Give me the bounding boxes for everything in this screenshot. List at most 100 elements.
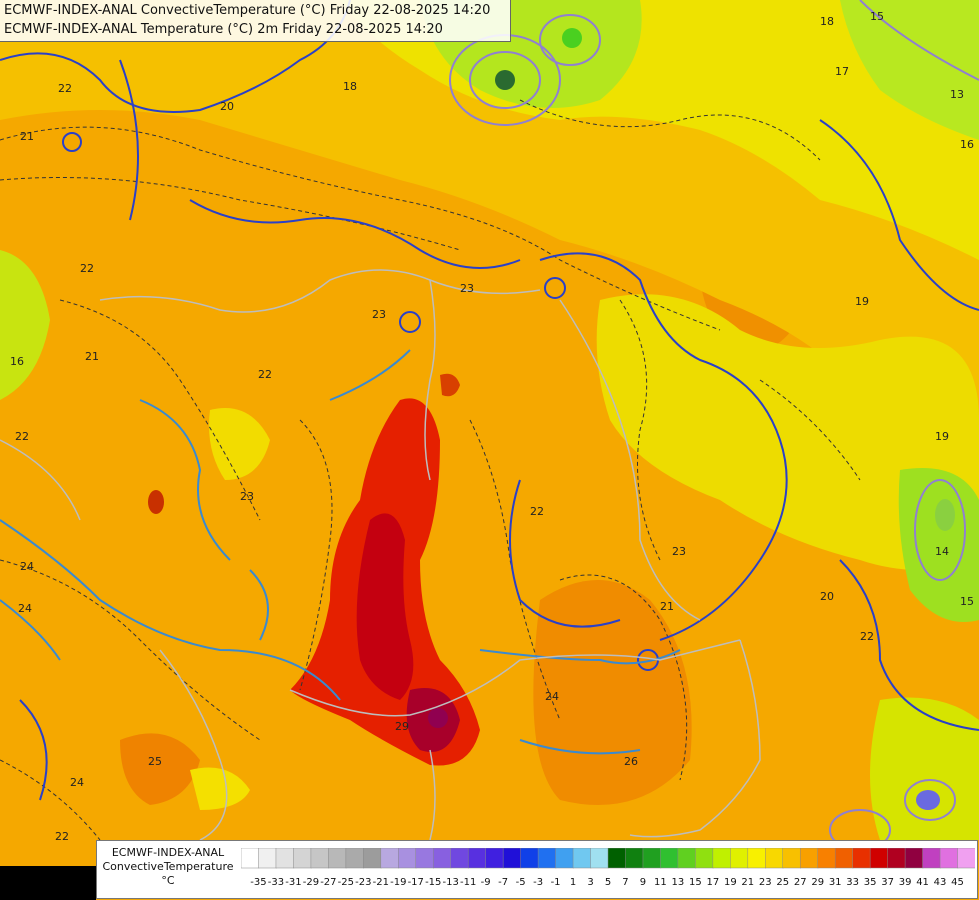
legend-tick: -19 — [390, 877, 407, 888]
label-16a: 16 — [960, 138, 974, 151]
legend-swatch — [345, 848, 365, 869]
legend-tick: 35 — [863, 877, 877, 888]
legend-swatch — [799, 848, 819, 869]
magenta-spot — [428, 708, 448, 728]
green-spot — [495, 70, 515, 90]
label-22d: 22 — [15, 430, 29, 443]
legend-tick: -9 — [480, 877, 491, 888]
label-24d: 24 — [545, 690, 559, 703]
label-18a: 18 — [343, 80, 357, 93]
legend-tick: 41 — [916, 877, 929, 888]
legend-swatch — [275, 848, 295, 869]
legend-tick: -21 — [372, 877, 389, 888]
legend-color-bar — [241, 848, 975, 869]
legend-swatch — [625, 848, 644, 869]
legend-swatch — [590, 848, 609, 869]
legend-tick: -25 — [337, 877, 355, 888]
legend-tick: -17 — [407, 877, 424, 888]
legend-swatch — [572, 848, 592, 869]
label-24b: 24 — [18, 602, 32, 615]
legend-tick: -29 — [302, 877, 320, 888]
legend-swatch — [939, 848, 959, 869]
legend-tick: 39 — [898, 877, 912, 888]
legend-ticks: -35 -33 -31 -29 -27 -25 -23 -21 -19 -17 -15 -13 -11-… — [241, 877, 975, 891]
legend-tick: -5 — [515, 877, 526, 888]
map-corner-mask — [0, 866, 96, 900]
green-area-northeast — [840, 0, 979, 140]
yellow-area-east — [596, 294, 979, 570]
legend-swatch — [922, 848, 941, 869]
legend-label: ECMWF-INDEX-ANAL ConvectiveTemperature °… — [101, 846, 235, 888]
yellow-area-southeast — [870, 697, 979, 840]
warm-area-southwest — [120, 733, 200, 805]
label-14a: 14 — [935, 545, 949, 558]
label-22g: 22 — [55, 830, 69, 843]
legend-swatch — [677, 848, 697, 869]
legend-swatch — [432, 848, 452, 869]
label-16b: 16 — [10, 355, 24, 368]
legend-swatch — [765, 848, 784, 869]
label-19b: 19 — [935, 430, 949, 443]
legend-tick: -35 — [250, 877, 267, 888]
legend-swatch — [555, 848, 574, 869]
legend-tick: 43 — [933, 877, 947, 888]
legend-tick: 9 — [639, 877, 647, 888]
legend-swatch — [398, 848, 417, 869]
convective-contours — [0, 0, 979, 801]
legend-tick: -7 — [498, 877, 509, 888]
legend-swatch — [520, 848, 539, 869]
very-hot-core — [356, 513, 414, 700]
temperature-contours — [0, 99, 861, 841]
label-29a: 29 — [395, 720, 409, 733]
contour-labels: 22 21 20 18 18 15 17 13 16 22 23 23 22 1… — [10, 10, 974, 843]
legend-tick: -31 — [285, 877, 302, 888]
map-title-box: ECMWF-INDEX-ANAL ConvectiveTemperature (… — [0, 0, 511, 42]
legend-swatch — [869, 848, 889, 869]
label-20a: 20 — [220, 100, 234, 113]
label-24c: 24 — [70, 776, 84, 789]
warm-area-south — [533, 580, 692, 805]
legend-swatch — [904, 848, 924, 869]
legend-swatch — [730, 848, 749, 869]
legend-swatch — [887, 848, 906, 869]
hot-spot-north — [440, 373, 460, 397]
color-legend: ECMWF-INDEX-ANAL ConvectiveTemperature °… — [96, 840, 978, 899]
legend-tick: 29 — [811, 877, 825, 888]
purple-spot-southeast — [916, 790, 940, 810]
legend-tick: 45 — [951, 877, 964, 888]
green-spot-2 — [562, 28, 582, 48]
hot-spot-west — [148, 490, 164, 514]
legend-swatch — [834, 848, 854, 869]
label-23a: 23 — [460, 282, 474, 295]
label-22c: 22 — [258, 368, 272, 381]
legend-swatch — [712, 848, 732, 869]
legend-tick: 21 — [741, 877, 755, 888]
legend-swatch — [310, 848, 330, 869]
label-13a: 13 — [950, 88, 964, 101]
legend-swatch — [450, 848, 469, 869]
legend-unit: °C — [161, 874, 175, 887]
legend-tick: 11 — [654, 877, 667, 888]
legend-swatch — [660, 848, 679, 869]
legend-swatch — [695, 848, 714, 869]
label-26a: 26 — [624, 755, 638, 768]
legend-tick: 13 — [671, 877, 685, 888]
legend-tick: -3 — [533, 877, 544, 888]
legend-tick: 15 — [689, 877, 702, 888]
green-spot-east — [935, 499, 955, 531]
legend-swatch — [852, 848, 871, 869]
legend-tick: -23 — [355, 877, 372, 888]
title-line-1: ECMWF-INDEX-ANAL ConvectiveTemperature (… — [4, 3, 491, 18]
label-15a: 15 — [870, 10, 884, 23]
label-22b: 22 — [80, 262, 94, 275]
legend-tick: -33 — [267, 877, 285, 888]
yellow-patch-west — [209, 408, 270, 480]
legend-tick: 31 — [828, 877, 842, 888]
label-20a2: 20 — [820, 590, 834, 603]
label-17a: 17 — [835, 65, 849, 78]
legend-swatch — [485, 848, 504, 869]
label-25a: 25 — [148, 755, 162, 768]
legend-swatch — [957, 848, 975, 869]
label-15b: 15 — [960, 595, 974, 608]
